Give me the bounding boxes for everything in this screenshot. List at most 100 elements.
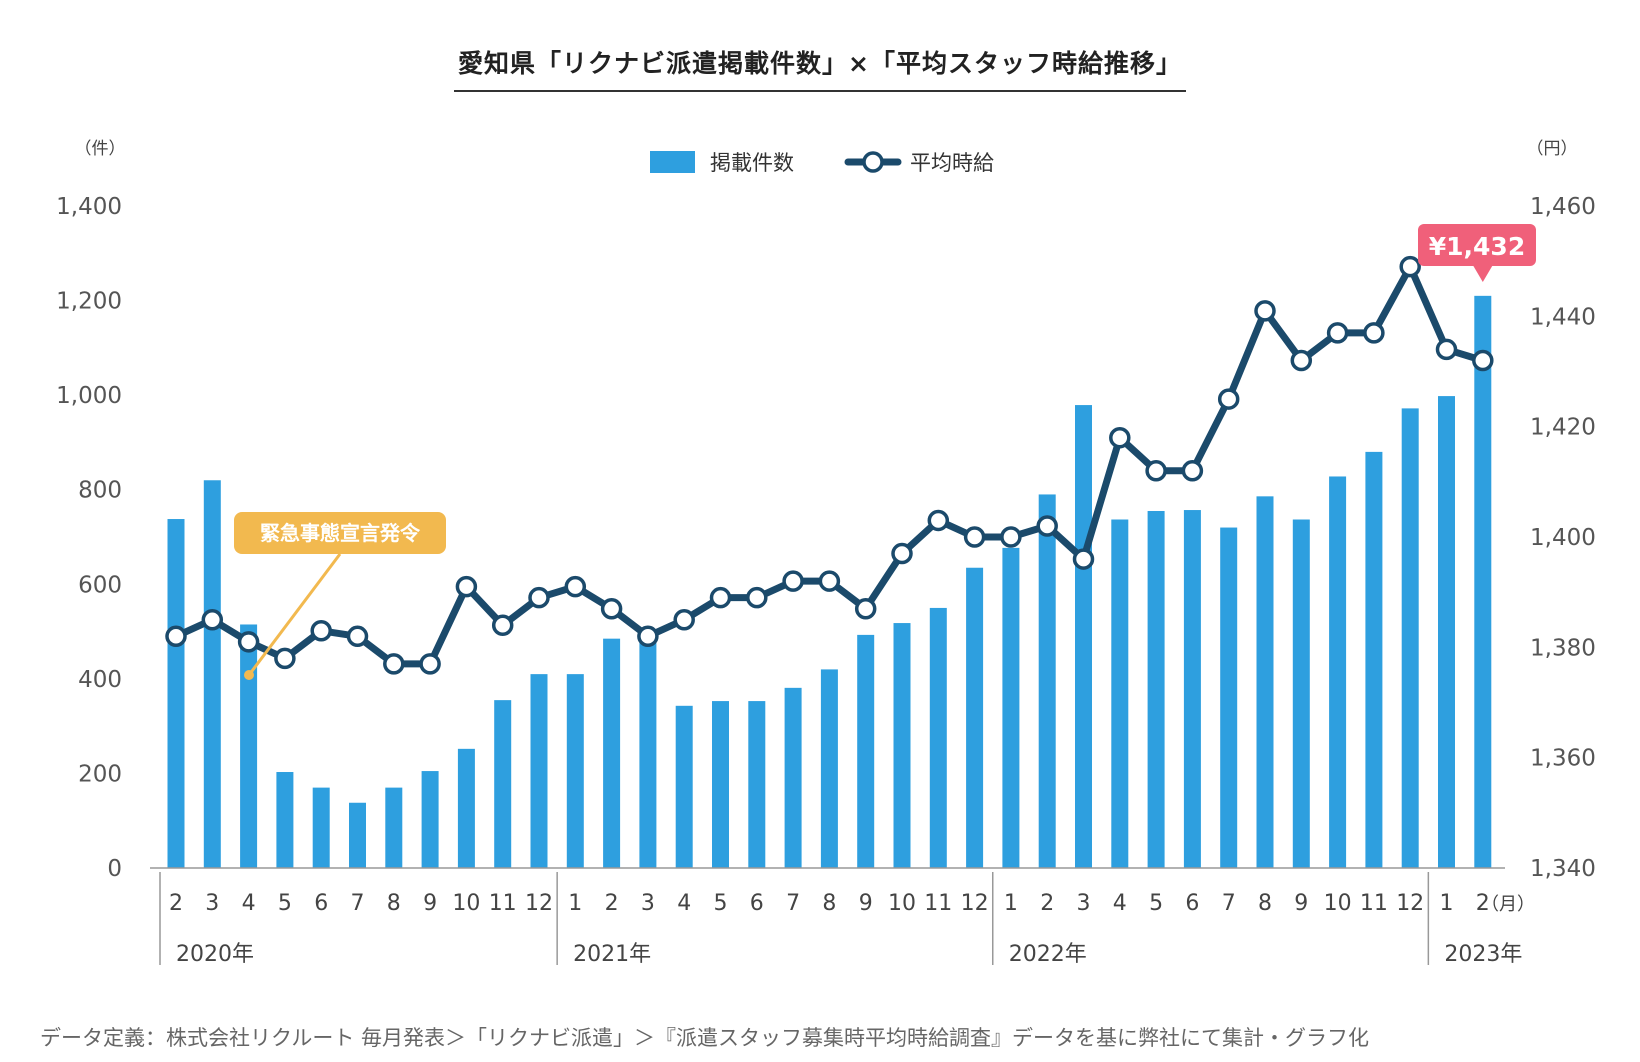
bar-listings [203, 480, 221, 868]
line-average-wage [172, 263, 1487, 668]
bar-listings [566, 674, 584, 868]
bar-listings [1474, 295, 1492, 868]
bar-listings [312, 787, 330, 868]
bar-listings [276, 772, 294, 868]
left-tick-label: 1,200 [56, 289, 122, 315]
annotation-text: 緊急事態宣言発令 [260, 521, 421, 545]
bar-listings [1220, 527, 1238, 868]
bar-listings [1147, 510, 1165, 868]
line-point [1435, 338, 1458, 361]
left-tick-label: 400 [78, 667, 122, 693]
left-tick-label: 200 [78, 761, 122, 787]
bar-listings [457, 748, 475, 868]
right-tick-label: 1,460 [1530, 194, 1596, 220]
bar-listings [167, 519, 185, 868]
annotation-dot [244, 670, 254, 680]
annotation-box [234, 512, 446, 554]
bar-listings [748, 701, 766, 868]
line-point [1181, 460, 1204, 482]
line-point [1072, 548, 1095, 570]
callout-text: ¥1,432 [1429, 232, 1525, 261]
line-point [165, 625, 187, 648]
x-tick-label: 1 [1440, 891, 1454, 916]
bar-listings [1183, 510, 1201, 868]
x-tick-label: 5 [1149, 891, 1163, 916]
line-point [927, 509, 950, 532]
bar-listings [857, 634, 875, 868]
bar-listings [494, 700, 512, 868]
x-tick-label: 12 [525, 891, 553, 916]
bar-listings [1038, 494, 1056, 868]
right-axis-unit: （円） [1527, 139, 1578, 159]
chart-title: 愛知県「リクナビ派遣掲載件数」×「平均スタッフ時給推移」 [454, 44, 1186, 92]
year-label: 2022年 [1009, 942, 1087, 967]
line-point [237, 631, 260, 653]
line-point [637, 625, 659, 648]
line-point [310, 620, 332, 642]
year-label: 2023年 [1444, 942, 1522, 967]
x-tick-label: 2 [605, 891, 619, 916]
x-tick-label: 3 [1077, 891, 1091, 916]
line-point [1326, 322, 1349, 344]
x-tick-label: 3 [641, 891, 655, 916]
right-tick-label: 1,360 [1530, 746, 1596, 772]
line-point [1109, 426, 1131, 449]
line-point [1145, 460, 1167, 482]
bar-listings [349, 802, 366, 868]
line-point [346, 625, 369, 648]
x-tick-label: 2 [169, 891, 183, 916]
bar-listings [639, 633, 657, 868]
line-point [782, 570, 804, 592]
bar-listings [893, 623, 911, 868]
x-tick-label: 8 [822, 891, 836, 916]
x-tick-label: 4 [242, 891, 256, 916]
bar-listings [675, 705, 693, 868]
x-tick-label: 8 [387, 891, 401, 916]
left-tick-label: 0 [107, 856, 122, 882]
x-tick-label: 6 [750, 891, 764, 916]
bar-listings [1002, 547, 1020, 868]
x-tick-label: 12 [1396, 891, 1424, 916]
x-tick-label: 8 [1258, 891, 1272, 916]
year-label: 2020年 [176, 942, 254, 967]
bar-listings [929, 607, 947, 868]
bar-listings [1292, 519, 1310, 868]
line-point [528, 586, 550, 609]
line-point [1399, 255, 1421, 278]
x-tick-label: 11 [924, 891, 952, 916]
x-tick-label: 5 [278, 891, 292, 916]
line-point [1000, 526, 1022, 548]
line-point [1290, 349, 1313, 372]
x-tick-label: 1 [1004, 891, 1018, 916]
line-point [709, 586, 732, 609]
right-tick-label: 1,340 [1530, 856, 1596, 882]
line-point [891, 542, 913, 565]
bar-listings [1401, 408, 1419, 868]
line-point [201, 609, 224, 631]
line-point [383, 653, 405, 675]
left-tick-label: 800 [78, 478, 122, 504]
line-point [1217, 388, 1240, 410]
right-tick-label: 1,380 [1530, 635, 1596, 661]
right-tick-label: 1,440 [1530, 304, 1596, 330]
line-point [1363, 322, 1385, 344]
x-tick-label: 9 [859, 891, 873, 916]
line-point [1036, 515, 1058, 537]
x-tick-label: 10 [452, 891, 480, 916]
bar-listings [1438, 396, 1455, 868]
bar-listings [1256, 496, 1274, 868]
left-axis-unit: （件） [75, 139, 126, 159]
data-source-footer: データ定義：株式会社リクルート 毎月発表＞「リクナビ派遣」＞『派遣スタッフ募集時… [40, 1026, 1370, 1050]
line-point [963, 526, 986, 548]
bar-listings [240, 624, 258, 868]
callout-box [1418, 224, 1536, 266]
line-point [491, 614, 514, 637]
x-tick-label: 2 [1476, 891, 1490, 916]
line-point [673, 609, 695, 631]
chart-title-wrap: 愛知県「リクナビ派遣掲載件数」×「平均スタッフ時給推移」 [0, 44, 1640, 92]
bar-listings [966, 567, 984, 868]
x-tick-label: 5 [714, 891, 728, 916]
x-tick-label: 9 [423, 891, 437, 916]
line-point [1254, 300, 1276, 322]
